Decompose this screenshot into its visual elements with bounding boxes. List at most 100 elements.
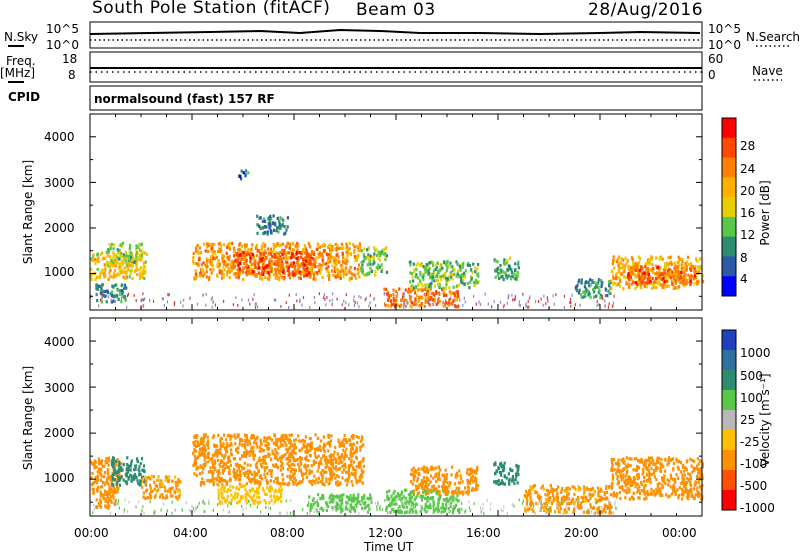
velocity-cell [411,508,414,512]
power-cell [226,245,229,249]
power-cell [313,258,316,262]
power-cell [276,242,279,246]
velocity-cell [222,462,225,466]
velocity-cell [360,474,364,478]
velocity-cell [282,436,285,440]
velocity-cell [300,471,303,475]
power-cell [314,265,317,269]
velocity-cell [444,507,447,511]
velocity-cell [345,501,348,505]
velocity-cell [579,503,582,507]
velocity-cell [350,480,353,484]
power-cell [382,248,385,252]
velocity-cell [99,485,102,489]
velocity-cell [312,497,315,501]
power-cell [645,267,648,271]
velocity-cell [386,498,389,502]
velocity-cell [236,495,239,499]
power-cell [229,269,232,273]
power-cell [421,296,424,300]
velocity-cell [159,495,162,499]
power-cell [352,243,355,247]
velocity-cell [309,503,313,507]
power-cell [299,251,303,255]
velocity-cell [320,456,323,461]
power-cell [278,222,281,226]
power-cell [263,219,267,223]
power-cell [647,273,650,277]
velocity-cell [327,466,330,470]
power-scatter-cell [106,294,108,298]
velocity-cell [608,501,611,505]
power-cell [109,255,112,259]
velocity-cell [230,434,233,438]
velocity-cell [226,489,229,493]
velocity-cell [524,493,527,498]
velocity-cell [322,496,325,500]
power-cell [472,262,475,266]
velocity-cell [244,470,247,474]
velocity-cell [285,443,288,447]
velocity-cell [118,483,122,487]
power-cell [107,263,110,267]
velocity-cell [292,457,295,461]
power-cell [314,261,317,265]
velocity-cell [591,486,594,491]
power-cell [688,280,691,284]
power-cell [608,290,611,294]
power-cell [237,274,240,278]
velocity-cell [529,492,532,496]
velocity-cell [114,459,117,463]
power-cell [629,275,632,279]
velocity-cell [259,459,262,463]
power-cell [362,259,365,263]
velocity-cell [203,482,206,486]
velocity-cell [441,473,444,477]
power-cell [192,259,195,263]
velocity-cell [497,465,500,470]
power-scatter-cell [343,299,345,303]
power-scatter-cell [403,292,405,296]
velocity-cell [163,485,166,489]
velocity-cell [322,454,325,458]
power-cell [117,266,120,270]
power-cell [222,254,225,258]
velocity-cell [342,448,345,452]
velocity-cell [443,490,446,494]
velocity-cell [417,467,420,471]
power-cell [383,252,386,256]
power-scatter-cell [252,297,254,301]
velocity-cell [253,501,256,505]
power-cell [118,289,121,293]
power-cell [458,264,461,269]
power-cell [242,171,245,175]
velocity-cell [104,481,107,485]
velocity-cell [597,490,600,494]
power-cell [634,281,638,285]
power-cell [375,248,378,252]
velocity-cell [447,490,450,494]
power-cell [676,261,679,265]
power-cell [326,269,329,273]
velocity-cell [310,470,314,474]
power-cell [666,272,669,276]
power-cell [140,251,143,255]
power-cell [618,261,621,265]
velocity-cell [95,481,98,485]
velocity-cell [305,455,308,459]
power-cell [347,270,350,274]
velocity-cell [294,478,297,483]
velocity-cell [355,446,358,450]
velocity-cell [494,462,497,467]
velocity-cell [142,464,146,468]
power-cell [421,275,424,280]
power-scatter-cell [168,293,170,297]
vel-cb-tick-100: 100 [740,391,763,405]
power-scatter-cell [425,293,427,297]
power-cell [613,281,616,285]
power-cell [259,216,262,220]
power-cell [96,267,99,272]
velocity-cell [100,468,103,472]
velocity-cell [133,468,136,472]
power-cell [650,286,653,291]
